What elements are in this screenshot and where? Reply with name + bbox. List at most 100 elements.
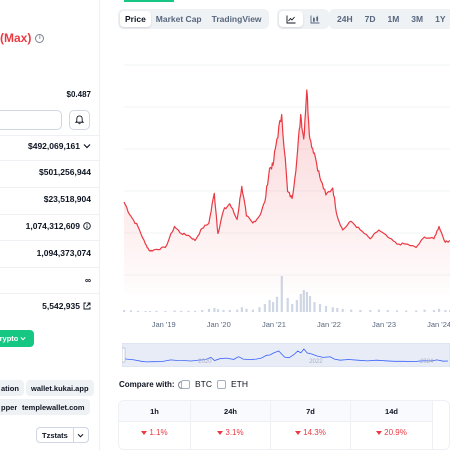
price-area-fill — [124, 90, 450, 295]
explorer-select[interactable]: Tzstats — [36, 427, 89, 443]
volume-bar — [377, 309, 380, 312]
navigator-line — [122, 348, 449, 363]
active-section-indicator — [124, 0, 174, 2]
volume-bar — [305, 292, 308, 312]
volume-bar — [308, 296, 312, 312]
tab-24h[interactable]: 24H — [337, 14, 353, 24]
volume-bar — [272, 302, 275, 312]
price-change-table: 1h 1.1% 24h 3.1% 7d 14.3% 14d 20.9% — [118, 400, 450, 450]
wallet-chip[interactable]: pper — [0, 399, 23, 415]
candlestick-icon[interactable] — [303, 11, 327, 27]
max-label-text: (Max) — [0, 31, 32, 45]
buy-crypto-button[interactable]: rypto — [0, 330, 34, 347]
coin-stats-panel: (Max) i $0.487 $492,069,161 $501,256,944 … — [0, 0, 100, 450]
price-range-high: $0.487 — [66, 90, 91, 99]
market-cap-text: $492,069,161 — [28, 141, 80, 151]
divider — [0, 267, 99, 268]
buy-label: rypto — [0, 334, 19, 343]
total-supply-value: 1,094,373,074 — [37, 248, 91, 258]
tab-7d[interactable]: 7D — [364, 14, 376, 24]
line-chart-icon[interactable] — [279, 11, 303, 27]
eth-checkbox[interactable] — [217, 379, 226, 389]
info-icon[interactable]: i — [35, 34, 45, 44]
volume-bar — [144, 311, 147, 312]
perf-column-1h: 1h 1.1% — [119, 401, 191, 449]
navigator-left-handle[interactable] — [122, 347, 126, 363]
divider — [0, 293, 99, 294]
perf-column-7d: 7d 14.3% — [271, 401, 351, 449]
volume-bar — [275, 296, 279, 312]
divider — [0, 160, 99, 161]
volume-bar — [228, 310, 231, 312]
perf-column-24h: 24h 3.1% — [191, 401, 271, 449]
perf-change-text: 3.1% — [225, 428, 244, 437]
price-converter-input[interactable] — [0, 110, 62, 130]
max-supply-value: ∞ — [85, 275, 91, 285]
volume-bar — [173, 310, 176, 312]
perf-period: 24h — [191, 401, 270, 422]
volume-bar — [291, 304, 294, 312]
volume-bar — [350, 309, 353, 312]
fdv-text: $501,256,944 — [39, 167, 91, 177]
circulating-supply-value: 1,074,312,609 — [26, 221, 91, 231]
volume-bar — [213, 308, 216, 312]
volume-24h-value: $23,518,904 — [44, 194, 91, 204]
perf-change: 3.1% — [191, 428, 270, 437]
volume-bar — [136, 310, 140, 312]
perf-change-text: 20.9% — [384, 428, 407, 437]
chart-view-tabs: Price Market Cap TradingView — [118, 9, 269, 29]
tab-market-cap[interactable]: Market Cap — [155, 14, 202, 24]
perf-period: 14d — [351, 401, 432, 422]
wallet-chip[interactable]: ation — [0, 380, 24, 396]
volume-bar — [201, 310, 204, 312]
chart-range-navigator[interactable]: 2020 2022 2024 — [122, 343, 450, 367]
tab-price[interactable]: Price — [120, 11, 151, 27]
volume-bar — [318, 304, 322, 312]
external-link-icon — [83, 302, 91, 310]
info-icon[interactable] — [83, 222, 91, 230]
volume-bar — [180, 310, 183, 312]
tab-1m[interactable]: 1M — [387, 14, 400, 24]
divider — [0, 214, 99, 215]
volume-bar — [268, 300, 271, 312]
caret-down-icon — [295, 430, 302, 435]
divider — [0, 187, 99, 188]
circulating-supply-text: 1,074,312,609 — [25, 221, 80, 231]
compare-eth-option[interactable]: ETH — [217, 379, 248, 389]
volume-bar — [155, 310, 158, 312]
volume-bar — [286, 298, 289, 312]
perf-period: 1h — [119, 401, 190, 422]
volume-bar — [386, 310, 389, 312]
price-range-max-label: (Max) i — [0, 31, 45, 45]
holders-value[interactable]: 5,542,935 — [42, 301, 91, 311]
navigator-year-label: 2020 — [198, 359, 212, 365]
volume-bar — [423, 309, 426, 312]
tab-3m[interactable]: 3M — [411, 14, 424, 24]
volume-bar — [194, 310, 197, 312]
divider — [0, 240, 99, 241]
price-alert-button[interactable] — [69, 110, 90, 130]
market-cap-value[interactable]: $492,069,161 — [28, 141, 91, 151]
volume-bar — [148, 311, 152, 312]
x-tick-label: Jan '19 — [151, 320, 176, 329]
tab-tradingview[interactable]: TradingView — [211, 14, 262, 24]
volume-bar — [432, 310, 436, 312]
chevron-down-icon — [72, 428, 88, 442]
explorer-select-label: Tzstats — [42, 430, 68, 440]
tab-1y[interactable]: 1Y — [435, 14, 446, 24]
divider — [0, 135, 99, 136]
x-tick-label: Jan '21 — [261, 320, 286, 329]
volume-bar — [438, 308, 441, 312]
volume-bar — [245, 308, 248, 312]
navigator-year-label: 2024 — [420, 359, 434, 365]
price-chart[interactable] — [104, 40, 450, 340]
wallet-chip[interactable]: wallet.kukai.app — [26, 380, 94, 396]
holders-text: 5,542,935 — [42, 301, 80, 311]
wallet-chip[interactable]: templewallet.com — [17, 399, 90, 415]
btc-checkbox[interactable] — [181, 379, 190, 389]
bell-icon — [75, 115, 84, 125]
volume-bar — [341, 308, 344, 312]
perf-change-text: 14.3% — [303, 428, 326, 437]
compare-btc-option[interactable]: BTC — [181, 379, 212, 389]
volume-bar — [129, 310, 132, 312]
